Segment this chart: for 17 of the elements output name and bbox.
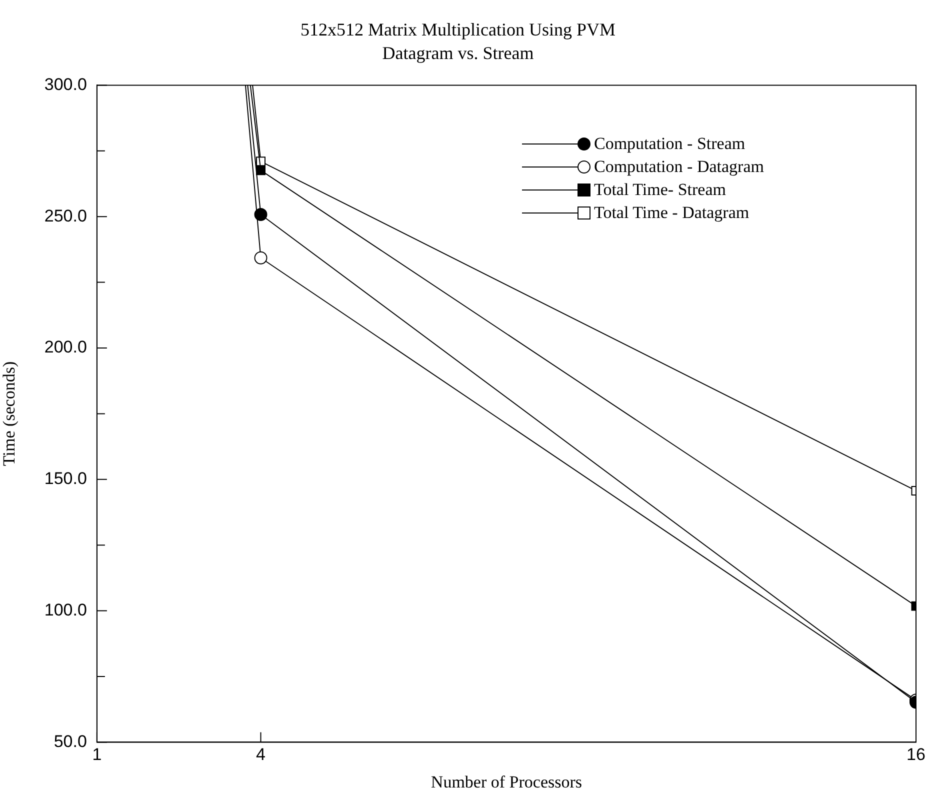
y-axis-title: Time (seconds) [0, 361, 19, 466]
legend-label: Total Time- Stream [594, 180, 726, 200]
chart-subtitle: Datagram vs. Stream [382, 43, 534, 64]
y-tick-label: 300.0 [44, 74, 87, 94]
x-tick-label: 4 [256, 745, 266, 764]
y-tick-label: 250.0 [44, 206, 87, 226]
y-tick-label: 100.0 [44, 600, 87, 620]
y-tick-label: 150.0 [44, 469, 87, 488]
chart-title: 512x512 Matrix Multiplication Using PVM [300, 20, 616, 40]
y-tick-label: 200.0 [44, 338, 87, 357]
legend-label: Computation - Stream [594, 134, 746, 154]
legend-label: Total Time - Datagram [594, 202, 750, 223]
y-tick-label: 50.0 [54, 732, 87, 751]
x-tick-label: 16 [906, 745, 926, 764]
x-axis-title: Number of Processors [430, 772, 582, 792]
x-tick-label: 1 [92, 745, 102, 764]
legend-label: Computation - Datagram [594, 156, 764, 177]
